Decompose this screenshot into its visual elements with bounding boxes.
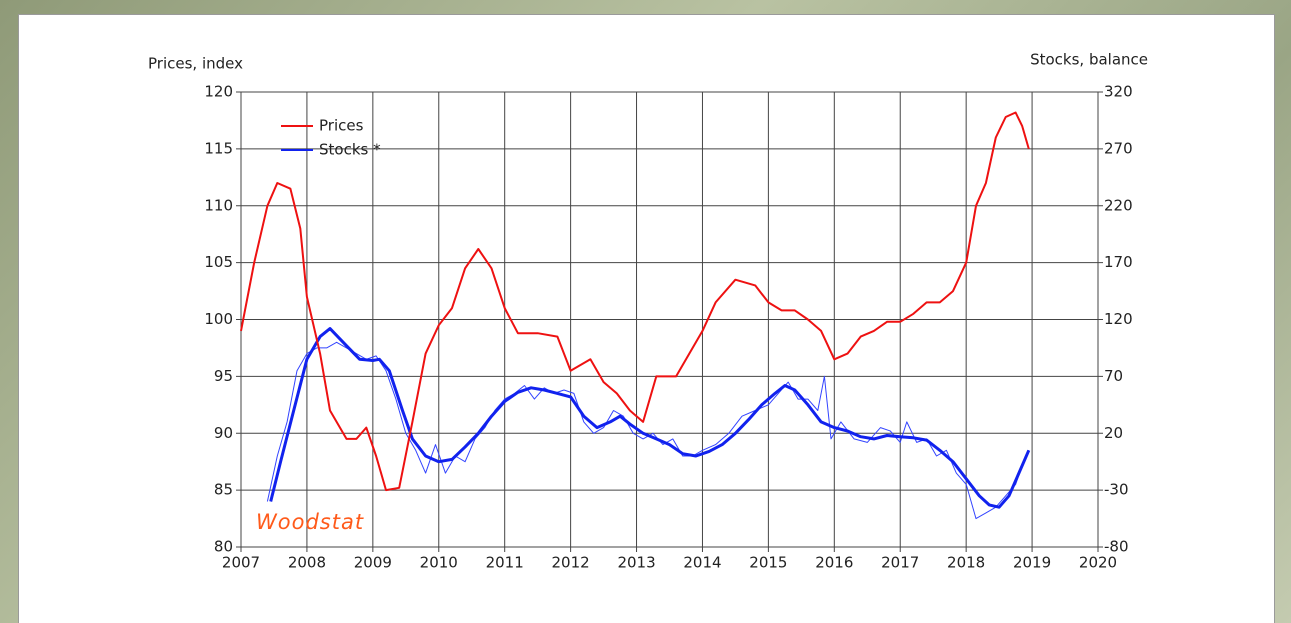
y-tick-label: 95 xyxy=(214,367,233,385)
x-tick-label: 2013 xyxy=(617,554,655,572)
x-tick-label: 2020 xyxy=(1079,554,1117,572)
x-tick-label: 2015 xyxy=(749,554,787,572)
series-line xyxy=(266,341,1030,520)
x-tick-label: 2008 xyxy=(288,554,326,572)
y-tick-label: 120 xyxy=(204,83,233,101)
y-tick-label: 105 xyxy=(204,253,233,271)
y-tick-label: 100 xyxy=(204,310,233,328)
y2-tick-label: -30 xyxy=(1104,481,1129,499)
legend-label: Prices xyxy=(319,117,364,135)
y-tick-label: 90 xyxy=(214,424,233,442)
series-line xyxy=(269,327,1031,509)
y2-tick-label: 70 xyxy=(1104,367,1123,385)
y2-tick-label: 170 xyxy=(1104,253,1133,271)
x-tick-label: 2017 xyxy=(881,554,919,572)
legend-label: Stocks * xyxy=(319,141,381,159)
x-tick-label: 2014 xyxy=(683,554,721,572)
series-line xyxy=(240,111,1030,492)
x-tick-label: 2007 xyxy=(222,554,260,572)
y2-tick-label: 270 xyxy=(1104,139,1133,157)
x-tick-label: 2012 xyxy=(552,554,590,572)
y2-axis-label: Stocks, balance xyxy=(1030,51,1148,69)
y2-tick-label: 320 xyxy=(1104,83,1133,101)
x-tick-label: 2018 xyxy=(947,554,985,572)
y2-tick-label: 20 xyxy=(1104,424,1123,442)
x-tick-label: 2010 xyxy=(420,554,458,572)
y-tick-label: 80 xyxy=(214,538,233,556)
y2-tick-label: 120 xyxy=(1104,310,1133,328)
y-axis-label: Prices, index xyxy=(148,55,243,73)
y-tick-label: 115 xyxy=(204,139,233,157)
watermark: Woodstat xyxy=(256,510,364,534)
x-tick-label: 2016 xyxy=(815,554,853,572)
y-tick-label: 110 xyxy=(204,196,233,214)
x-tick-label: 2009 xyxy=(354,554,392,572)
x-tick-label: 2011 xyxy=(486,554,524,572)
y2-tick-label: 220 xyxy=(1104,196,1133,214)
y2-tick-label: -80 xyxy=(1104,538,1129,556)
y-tick-label: 85 xyxy=(214,481,233,499)
x-tick-label: 2019 xyxy=(1013,554,1051,572)
